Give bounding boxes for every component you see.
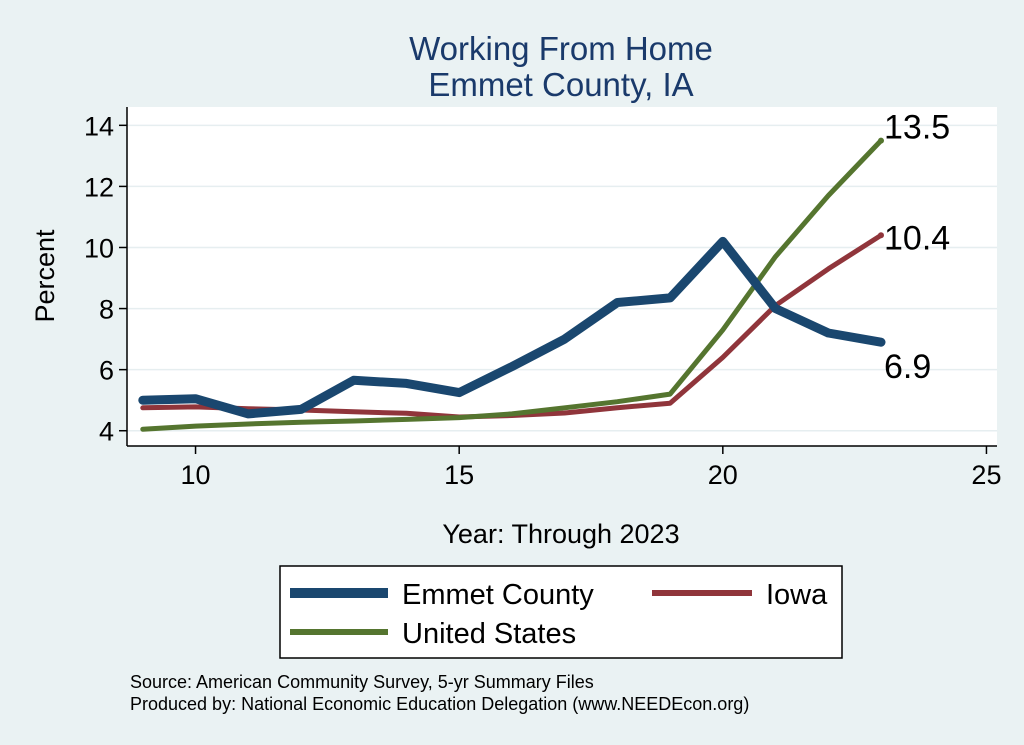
x-ticks: 10 15 20 25 [181, 446, 1001, 490]
series-line-emmet-county [138, 236, 886, 419]
gridlines [127, 124, 997, 432]
end-point-united-states [878, 137, 884, 144]
end-label-emmet-county: 6.9 [884, 348, 931, 386]
x-axis-title: Year: Through 2023 [442, 519, 679, 549]
y-tick-label: 10 [84, 233, 114, 263]
end-label-iowa: 10.4 [884, 219, 950, 257]
y-tick-label: 4 [99, 417, 114, 447]
x-tick-label: 20 [708, 460, 738, 490]
produced-by-note: Produced by: National Economic Education… [130, 694, 749, 714]
axes [126, 107, 997, 447]
y-ticks: 4 6 8 10 12 14 [84, 111, 127, 447]
y-tick-label: 14 [84, 111, 114, 141]
legend-label-iowa: Iowa [766, 579, 828, 611]
source-note: Source: American Community Survey, 5-yr … [130, 672, 594, 692]
y-tick-label: 6 [99, 356, 114, 386]
x-tick-label: 25 [971, 460, 1001, 490]
y-tick-label: 12 [84, 172, 114, 202]
legend: Emmet County Iowa United States [279, 565, 843, 659]
end-point-iowa [878, 232, 884, 239]
legend-label-united-states: United States [402, 618, 576, 650]
y-tick-label: 8 [99, 295, 114, 325]
chart-title: Working From Home [409, 30, 713, 67]
end-point-emmet-county [878, 339, 884, 346]
x-tick-label: 10 [181, 460, 211, 490]
plot-area [127, 107, 997, 446]
x-tick-label: 15 [444, 460, 474, 490]
legend-box [279, 565, 843, 659]
end-label-united-states: 13.5 [884, 109, 950, 147]
y-axis-title: Percent [30, 229, 60, 323]
end-labels: 6.9 10.4 13.5 [884, 109, 950, 387]
series [138, 137, 886, 432]
chart-subtitle: Emmet County, IA [428, 66, 693, 103]
legend-label-emmet-county: Emmet County [402, 579, 594, 611]
